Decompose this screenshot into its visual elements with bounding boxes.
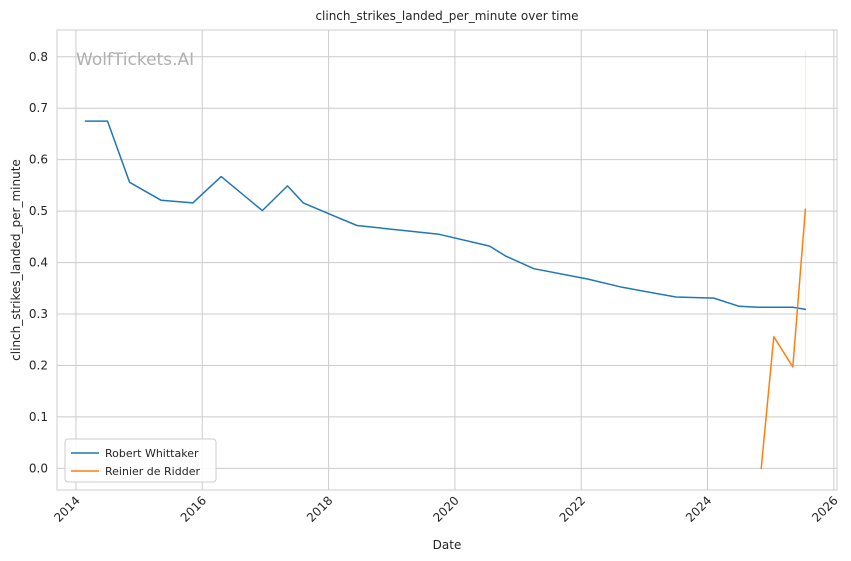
series-lines: [84, 120, 807, 470]
y-axis-ticks: 0.0 0.1 0.2 0.3 0.4 0.5 0.6 0.7 0.8: [29, 50, 48, 476]
y-tick-label: 0.1: [29, 410, 48, 424]
y-tick-label: 0.4: [29, 256, 48, 270]
y-tick-label: 0.2: [29, 358, 48, 372]
series-line: [760, 208, 807, 470]
y-tick-label: 0.7: [29, 101, 48, 115]
y-axis-label: clinch_strikes_landed_per_minute: [9, 159, 23, 361]
legend-label: Reinier de Ridder: [105, 465, 200, 478]
plot-frame: [56, 29, 838, 491]
legend-box: [64, 438, 217, 483]
y-tick-label: 0.0: [29, 461, 48, 475]
y-tick-label: 0.3: [29, 307, 48, 321]
chart-title: clinch_strikes_landed_per_minute over ti…: [315, 9, 578, 23]
plot-area: [57, 30, 837, 490]
watermark: WolfTickets.AI: [76, 50, 194, 70]
y-tick-label: 0.8: [29, 50, 48, 64]
y-tick-label: 0.5: [29, 204, 48, 218]
legend: Robert Whittaker Reinier de Ridder: [64, 438, 217, 483]
series-line: [84, 120, 807, 311]
legend-label: Robert Whittaker: [105, 447, 199, 460]
x-axis-label: Date: [433, 538, 462, 552]
y-tick-label: 0.6: [29, 153, 48, 167]
